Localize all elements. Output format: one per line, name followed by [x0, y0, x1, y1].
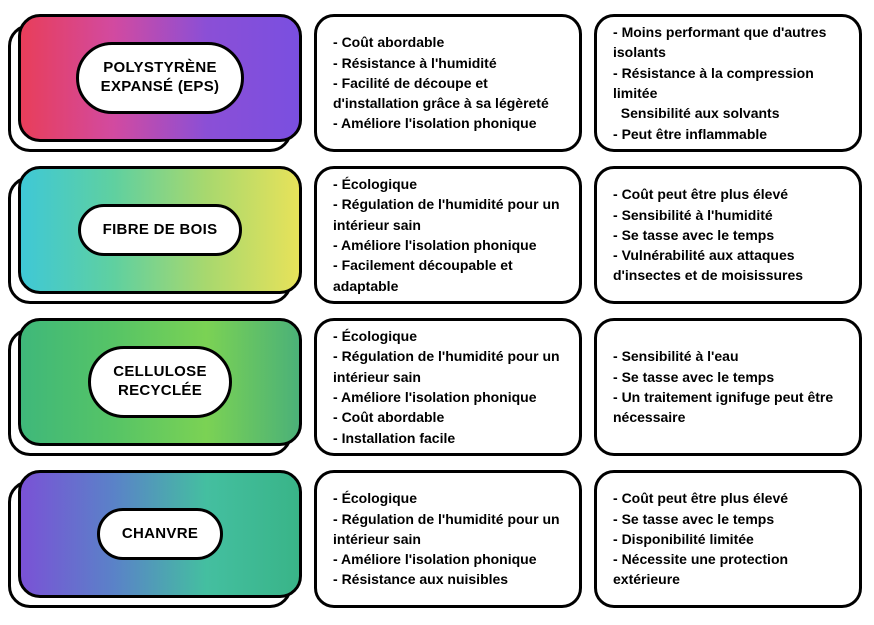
list-item: Régulation de l'humidité pour un intérie… — [333, 346, 563, 387]
list-item: Écologique — [333, 488, 563, 508]
pros-card-cellulose: ÉcologiqueRégulation de l'humidité pour … — [314, 318, 582, 456]
materials-grid: POLYSTYRÈNE EXPANSÉ (EPS) Coût abordable… — [14, 14, 860, 608]
list-item: Sensibilité à l'eau — [613, 346, 843, 366]
list-item: Coût peut être plus élevé — [613, 184, 843, 204]
pros-card-chanvre: ÉcologiqueRégulation de l'humidité pour … — [314, 470, 582, 608]
title-gradient-eps: POLYSTYRÈNE EXPANSÉ (EPS) — [18, 14, 302, 142]
list-item: Résistance à la compression limitée — [613, 63, 843, 104]
cons-list-fibre-bois: Coût peut être plus élevéSensibilité à l… — [613, 184, 843, 285]
title-gradient-chanvre: CHANVRE — [18, 470, 302, 598]
pros-list-fibre-bois: ÉcologiqueRégulation de l'humidité pour … — [333, 174, 563, 296]
list-item: Améliore l'isolation phonique — [333, 235, 563, 255]
cons-list-eps: Moins performant que d'autres isolantsRé… — [613, 22, 843, 144]
cons-card-chanvre: Coût peut être plus élevéSe tasse avec l… — [594, 470, 862, 608]
list-item: Nécessite une protection extérieure — [613, 549, 843, 590]
cons-card-cellulose: Sensibilité à l'eauSe tasse avec le temp… — [594, 318, 862, 456]
list-item: Résistance aux nuisibles — [333, 569, 563, 589]
title-card-cellulose: CELLULOSE RECYCLÉE — [14, 318, 302, 456]
list-item: Régulation de l'humidité pour un intérie… — [333, 509, 563, 550]
title-pill-fibre-bois: FIBRE DE BOIS — [78, 204, 243, 257]
title-pill-chanvre: CHANVRE — [97, 508, 223, 561]
list-item: Un traitement ignifuge peut être nécessa… — [613, 387, 843, 428]
list-item: Se tasse avec le temps — [613, 509, 843, 529]
list-item: Se tasse avec le temps — [613, 225, 843, 245]
list-item: Facilité de découpe et d'installation gr… — [333, 73, 563, 114]
list-item: Se tasse avec le temps — [613, 367, 843, 387]
list-item: Disponibilité limitée — [613, 529, 843, 549]
cons-list-cellulose: Sensibilité à l'eauSe tasse avec le temp… — [613, 346, 843, 427]
cons-list-chanvre: Coût peut être plus élevéSe tasse avec l… — [613, 488, 843, 589]
list-item: Résistance à l'humidité — [333, 53, 563, 73]
list-item: Facilement découpable et adaptable — [333, 255, 563, 296]
list-item: Améliore l'isolation phonique — [333, 113, 563, 133]
title-pill-eps: POLYSTYRÈNE EXPANSÉ (EPS) — [76, 42, 245, 114]
cons-card-eps: Moins performant que d'autres isolantsRé… — [594, 14, 862, 152]
list-item: Coût peut être plus élevé — [613, 488, 843, 508]
pros-list-eps: Coût abordableRésistance à l'humiditéFac… — [333, 32, 563, 133]
list-item: Écologique — [333, 326, 563, 346]
list-item: Moins performant que d'autres isolants — [613, 22, 843, 63]
title-card-chanvre: CHANVRE — [14, 470, 302, 608]
list-item: Améliore l'isolation phonique — [333, 549, 563, 569]
title-card-fibre-bois: FIBRE DE BOIS — [14, 166, 302, 304]
pros-list-cellulose: ÉcologiqueRégulation de l'humidité pour … — [333, 326, 563, 448]
title-gradient-fibre-bois: FIBRE DE BOIS — [18, 166, 302, 294]
title-card-eps: POLYSTYRÈNE EXPANSÉ (EPS) — [14, 14, 302, 152]
list-item: Améliore l'isolation phonique — [333, 387, 563, 407]
pros-card-fibre-bois: ÉcologiqueRégulation de l'humidité pour … — [314, 166, 582, 304]
list-item: Coût abordable — [333, 32, 563, 52]
title-gradient-cellulose: CELLULOSE RECYCLÉE — [18, 318, 302, 446]
list-item: Peut être inflammable — [613, 124, 843, 144]
list-item: Coût abordable — [333, 407, 563, 427]
list-item: Écologique — [333, 174, 563, 194]
pros-card-eps: Coût abordableRésistance à l'humiditéFac… — [314, 14, 582, 152]
list-item: Installation facile — [333, 428, 563, 448]
list-item: Régulation de l'humidité pour un intérie… — [333, 194, 563, 235]
list-item: Sensibilité aux solvants — [613, 103, 843, 123]
list-item: Sensibilité à l'humidité — [613, 205, 843, 225]
cons-card-fibre-bois: Coût peut être plus élevéSensibilité à l… — [594, 166, 862, 304]
list-item: Vulnérabilité aux attaques d'insectes et… — [613, 245, 843, 286]
title-pill-cellulose: CELLULOSE RECYCLÉE — [88, 346, 232, 418]
pros-list-chanvre: ÉcologiqueRégulation de l'humidité pour … — [333, 488, 563, 589]
